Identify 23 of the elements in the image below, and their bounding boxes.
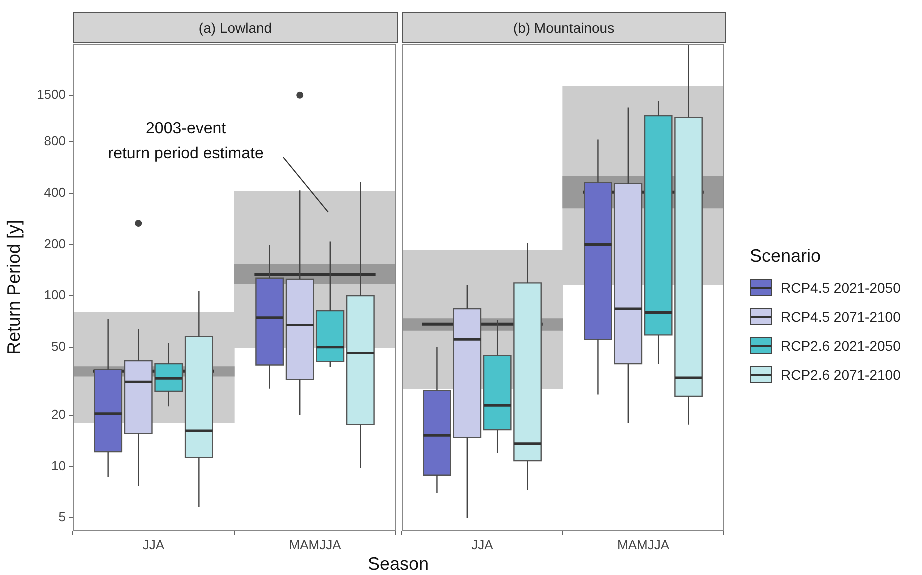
legend-title: Scenario: [750, 246, 822, 267]
x-tick-label: JJA: [142, 537, 165, 552]
y-tick-label: 5: [58, 510, 66, 525]
y-tick-label: 20: [52, 406, 66, 422]
y-tick-label: 400: [44, 184, 66, 200]
y-axis-title: Return Period [y]: [4, 220, 24, 356]
annotation: 2003-event return period estimate: [108, 120, 264, 162]
legend-label: RCP4.5 2071-2100: [781, 308, 901, 324]
legend-label: RCP2.6 2071-2100: [781, 366, 901, 382]
y-tick-label: 10: [52, 458, 66, 474]
chart-title: (a) Lowland: [73, 12, 398, 43]
y-tick-label: 100: [44, 288, 66, 303]
chart-title: (b) Mountainous: [402, 12, 726, 43]
legend-label: RCP4.5 2021-2050: [781, 280, 901, 296]
x-tick-label: JJA: [472, 537, 494, 552]
y-tick-label: 1500: [37, 86, 66, 102]
x-tick-label: MAMJJA: [289, 537, 342, 552]
y-tick-label: 800: [44, 134, 66, 149]
y-tick-label: 50: [52, 339, 66, 354]
x-axis-title: Season: [366, 554, 430, 575]
y-tick-label: 200: [44, 236, 66, 252]
legend-label: RCP2.6 2021-2050: [781, 338, 901, 354]
x-tick-label: MAMJJA: [618, 537, 670, 552]
